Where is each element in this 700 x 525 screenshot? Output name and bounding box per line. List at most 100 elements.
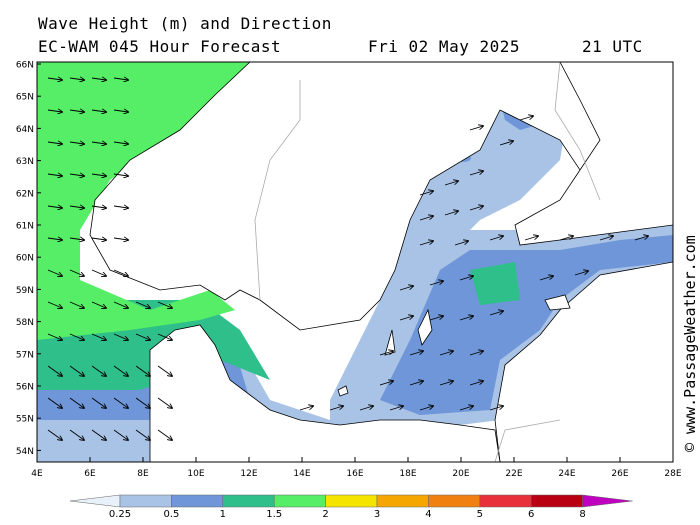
wave-arrow bbox=[91, 301, 106, 308]
wave-arrow bbox=[539, 276, 553, 281]
wave-arrow bbox=[91, 206, 106, 208]
lat-label: 65N bbox=[16, 93, 34, 103]
wave-arrow bbox=[69, 365, 84, 376]
legend-swatch bbox=[325, 494, 378, 508]
lon-label: 18E bbox=[399, 469, 416, 479]
wave-arrow bbox=[157, 429, 172, 440]
lat-label: 60N bbox=[16, 254, 34, 264]
wave-arrow bbox=[379, 381, 393, 386]
map-field bbox=[37, 62, 673, 462]
wave-arrow bbox=[574, 271, 588, 276]
wave-arrow bbox=[419, 406, 433, 411]
legend-arrow-low bbox=[69, 494, 121, 508]
wave-arrow bbox=[157, 301, 172, 308]
legend-tick: 1.5 bbox=[266, 509, 282, 520]
wave-arrow bbox=[469, 381, 483, 386]
wave-arrow bbox=[69, 78, 84, 80]
lat-label: 59N bbox=[16, 286, 34, 296]
lon-label: 12E bbox=[240, 469, 257, 479]
legend-tick: 4 bbox=[425, 509, 431, 520]
lat-label: 57N bbox=[16, 350, 34, 360]
wave-arrow bbox=[459, 406, 473, 411]
wave-arrow bbox=[69, 142, 84, 144]
wave-arrow bbox=[47, 269, 62, 276]
wave-arrow bbox=[69, 174, 84, 176]
wave-arrow bbox=[113, 142, 128, 144]
wave-arrow bbox=[113, 110, 128, 112]
scandinavia-land bbox=[89, 62, 673, 331]
wave-arrow bbox=[409, 381, 423, 386]
wave-arrow bbox=[47, 365, 62, 376]
wave-arrow bbox=[91, 142, 106, 144]
forecast-label: EC-WAM 045 Hour Forecast bbox=[38, 37, 282, 56]
wave-arrow bbox=[399, 286, 413, 291]
wave-arrow bbox=[91, 110, 106, 112]
legend-tick: 2 bbox=[322, 509, 328, 520]
wave-arrow bbox=[409, 351, 423, 356]
lon-label: 24E bbox=[558, 469, 575, 479]
wave-arrow bbox=[47, 78, 62, 80]
legend-tick: 5 bbox=[477, 509, 483, 520]
lat-label: 64N bbox=[16, 125, 34, 135]
legend-tick: 6 bbox=[528, 509, 534, 520]
wave-arrow bbox=[459, 316, 473, 321]
legend-swatch bbox=[479, 494, 532, 508]
wave-arrow bbox=[91, 174, 106, 176]
wave-arrow bbox=[499, 141, 513, 146]
wave-arrow bbox=[69, 110, 84, 112]
wave-arrow bbox=[113, 397, 128, 408]
wave-arrow bbox=[444, 211, 458, 216]
wave-arrow bbox=[489, 406, 503, 411]
wave-arrow bbox=[91, 238, 106, 240]
wave-arrow bbox=[91, 429, 106, 440]
wave-arrow bbox=[47, 429, 62, 440]
wave-arrow bbox=[439, 351, 453, 356]
legend-swatch bbox=[222, 494, 275, 508]
wave-arrow bbox=[454, 241, 468, 246]
lat-label: 63N bbox=[16, 157, 34, 167]
legend-arrow-high bbox=[582, 494, 633, 508]
wave-arrow bbox=[559, 236, 573, 241]
wave-arrow bbox=[113, 333, 128, 340]
wave-arrow bbox=[299, 406, 313, 411]
wave-arrow bbox=[469, 171, 483, 176]
latitude-labels: 66N 65N 64N 63N 62N 61N 60N 59N 58N 57N 56N 55N 54N bbox=[16, 61, 41, 457]
wave-arrow bbox=[69, 269, 84, 276]
wave-arrow bbox=[444, 181, 458, 186]
denmark-land bbox=[149, 324, 501, 462]
wave-arrow bbox=[113, 365, 128, 376]
lat-label: 55N bbox=[16, 415, 34, 425]
wave-arrow bbox=[47, 174, 62, 176]
wave-arrow bbox=[524, 236, 538, 241]
wave-arrow bbox=[69, 206, 84, 208]
wave-arrow bbox=[429, 281, 443, 286]
map-title: Wave Height (m) and Direction bbox=[38, 14, 332, 33]
wave-arrow bbox=[113, 429, 128, 440]
baltic-zone-1 bbox=[380, 235, 673, 415]
wave-arrow bbox=[459, 276, 473, 281]
wave-arrow bbox=[91, 333, 106, 340]
wave-arrow bbox=[69, 238, 84, 240]
wave-arrow bbox=[469, 206, 483, 211]
wave-arrow bbox=[489, 236, 503, 241]
credit-label: © www.PassageWeather.com bbox=[681, 235, 699, 452]
wave-arrow bbox=[157, 333, 172, 340]
wave-arrow bbox=[135, 333, 150, 340]
legend-swatch bbox=[376, 494, 429, 508]
lat-label: 62N bbox=[16, 189, 34, 199]
lon-label: 14E bbox=[293, 469, 310, 479]
wave-arrow bbox=[113, 206, 128, 208]
baltic-zone-1.5 bbox=[470, 262, 520, 305]
legend-tick: 1 bbox=[220, 509, 226, 520]
lon-label: 4E bbox=[31, 469, 43, 479]
forecast-date: Fri 02 May 2025 bbox=[368, 37, 520, 56]
baltic-states-land bbox=[494, 261, 673, 462]
wave-arrow bbox=[599, 236, 613, 241]
country-border bbox=[494, 419, 561, 462]
wave-arrow bbox=[47, 333, 62, 340]
wave-arrow bbox=[69, 397, 84, 408]
wave-arrow bbox=[91, 78, 106, 80]
wave-height-legend: 0.25 0.5 1 1.5 2 3 4 5 6 8 bbox=[69, 494, 633, 520]
wave-arrow bbox=[157, 397, 172, 408]
wave-arrow bbox=[135, 365, 150, 376]
